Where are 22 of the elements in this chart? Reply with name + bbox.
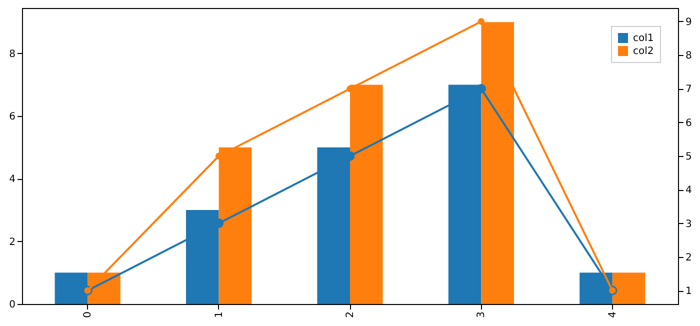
y2-tick-label: 8	[686, 50, 692, 62]
legend-label: col2	[633, 46, 654, 57]
y-tick-label: 6	[9, 112, 16, 123]
y2-tick-label: 7	[686, 84, 692, 96]
x-tick-label: 4	[607, 312, 618, 318]
point	[478, 18, 485, 25]
y2-tick-label: 4	[686, 185, 692, 196]
y-tick-label: 4	[9, 174, 16, 186]
y2-tick-label: 1	[686, 286, 692, 298]
x-tick-label: 2	[345, 312, 356, 318]
y2-tick-label: 9	[686, 16, 692, 28]
y-tick-label: 8	[9, 48, 16, 60]
y-tick-label: 2	[9, 236, 16, 248]
y2-tick-label: 3	[686, 218, 692, 230]
y2-tick-label: 6	[686, 118, 692, 129]
x-tick-label: 1	[214, 312, 225, 318]
y2-tick-label: 2	[686, 252, 692, 264]
y2-tick-label: 5	[686, 152, 692, 162]
x-tick-label: 0	[82, 312, 94, 318]
x-tick-label: 3	[476, 312, 488, 318]
legend-label: col1	[633, 33, 654, 44]
y-tick-label: 0	[9, 300, 16, 310]
